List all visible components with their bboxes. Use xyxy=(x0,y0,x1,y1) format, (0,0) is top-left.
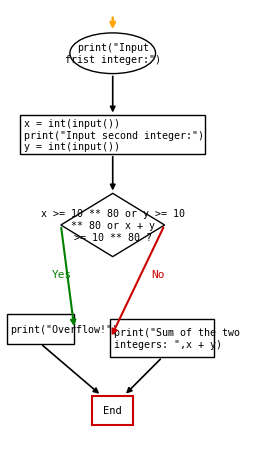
Text: x = int(input())
print("Input second integer:")
y = int(input()): x = int(input()) print("Input second int… xyxy=(24,119,204,152)
FancyBboxPatch shape xyxy=(92,396,133,425)
FancyBboxPatch shape xyxy=(20,116,205,154)
Text: x >= 10 ** 80 or y >= 10
** 80 or x + y
>= 10 ** 80 ?: x >= 10 ** 80 or y >= 10 ** 80 or x + y … xyxy=(41,209,185,242)
Ellipse shape xyxy=(70,34,155,74)
Text: No: No xyxy=(151,269,165,279)
Text: Yes: Yes xyxy=(52,269,72,279)
FancyBboxPatch shape xyxy=(110,319,214,357)
Text: End: End xyxy=(103,405,122,415)
FancyBboxPatch shape xyxy=(7,315,74,344)
Polygon shape xyxy=(61,194,165,257)
Text: print("Overflow!"): print("Overflow!") xyxy=(10,324,118,334)
Text: print("Input
frist integer:"): print("Input frist integer:") xyxy=(65,43,161,65)
Text: print("Sum of the two
integers: ",x + y): print("Sum of the two integers: ",x + y) xyxy=(114,327,240,349)
